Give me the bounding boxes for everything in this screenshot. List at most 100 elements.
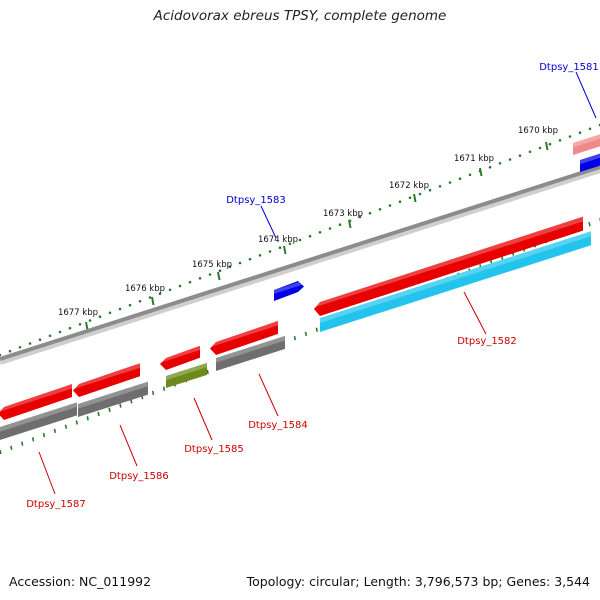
minor-tick — [288, 242, 292, 246]
genome-summary-text: Topology: circular; Length: 3,796,573 bp… — [246, 574, 590, 589]
gene-block-olive-1585 — [166, 362, 207, 388]
minor-tick — [78, 323, 82, 326]
minor-tick — [178, 284, 182, 288]
minor-tick — [448, 181, 452, 184]
gene-block-pink — [573, 134, 600, 155]
minor-tick — [42, 432, 46, 438]
minor-tick — [408, 196, 412, 200]
minor-tick — [88, 319, 92, 322]
gene-block-dtpsy-1586 — [73, 363, 140, 397]
minor-tick — [151, 390, 155, 396]
minor-tick — [138, 300, 142, 303]
gene-label-dtpsy-1583[interactable]: Dtpsy_1583 — [226, 195, 286, 206]
minor-tick — [228, 265, 232, 269]
minor-tick — [188, 280, 192, 284]
minor-tick — [458, 177, 462, 180]
minor-tick — [298, 238, 302, 242]
minor-tick — [97, 411, 100, 417]
leader-line — [193, 397, 213, 441]
leader-line — [38, 451, 56, 495]
gene-block-cyan-1582 — [320, 231, 591, 332]
minor-tick — [318, 231, 322, 234]
gene-label-dtpsy-1584[interactable]: Dtpsy_1584 — [248, 420, 308, 431]
minor-tick — [398, 200, 402, 203]
minor-tick — [108, 311, 112, 315]
kbp-tick-label: 1677 kbp — [58, 308, 98, 318]
minor-tick — [588, 222, 591, 227]
gene-block-dtpsy-1585-top — [160, 345, 200, 370]
leader-line — [258, 373, 279, 417]
minor-tick — [308, 234, 312, 238]
minor-tick — [8, 349, 12, 353]
gene-block-dtpsy-1582 — [314, 216, 583, 316]
minor-tick — [538, 146, 542, 150]
minor-tick — [68, 326, 72, 330]
leader-line — [260, 205, 277, 239]
minor-tick — [208, 273, 212, 276]
kbp-tick-label: 1674 kbp — [258, 235, 298, 245]
minor-tick — [558, 139, 562, 142]
gene-label-dtpsy-1587[interactable]: Dtpsy_1587 — [26, 499, 86, 510]
kbp-tick-label: 1675 kbp — [192, 260, 232, 270]
accession-text: Accession: NC_011992 — [9, 574, 152, 589]
kbp-tick-label: 1676 kbp — [125, 284, 165, 294]
minor-tick — [18, 346, 22, 349]
minor-tick — [130, 399, 133, 404]
minor-tick — [21, 441, 24, 446]
label-leader-lines — [38, 71, 597, 495]
minor-tick — [53, 428, 57, 434]
major-tick — [479, 167, 483, 177]
minor-tick — [578, 131, 582, 134]
minor-tick — [198, 277, 202, 280]
minor-tick — [304, 331, 308, 337]
gene-block-gray-1586 — [78, 381, 148, 417]
kbp-tick-label: 1672 kbp — [389, 181, 429, 191]
kbp-tick-label: 1671 kbp — [454, 154, 494, 164]
minor-tick — [338, 223, 342, 226]
minor-tick — [118, 307, 122, 311]
gene-label-dtpsy-1585[interactable]: Dtpsy_1585 — [184, 444, 244, 455]
minor-tick — [128, 303, 132, 307]
minor-tick — [148, 296, 152, 299]
gene-label-dtpsy-1586[interactable]: Dtpsy_1586 — [109, 471, 169, 482]
minor-tick — [238, 261, 242, 265]
gene-block-dtpsy-1583 — [274, 281, 304, 301]
minor-tick — [75, 420, 78, 425]
minor-tick — [206, 369, 209, 375]
minor-tick — [0, 449, 2, 455]
minor-tick — [108, 407, 111, 412]
leader-line — [463, 291, 487, 335]
minor-tick — [58, 330, 62, 334]
minor-tick — [268, 250, 272, 253]
minor-tick — [518, 154, 522, 157]
minor-tick — [86, 416, 89, 421]
minor-tick — [488, 165, 492, 169]
gene-block-dtpsy-1584 — [210, 320, 278, 355]
minor-tick — [468, 173, 472, 177]
minor-tick — [388, 204, 392, 207]
minor-tick — [0, 353, 2, 357]
minor-tick — [31, 437, 35, 442]
minor-tick — [498, 162, 502, 165]
minor-tick — [218, 269, 222, 273]
gene-label-dtpsy-1581[interactable]: Dtpsy_1581 — [539, 62, 599, 73]
major-tick — [217, 271, 221, 281]
minor-tick — [10, 445, 13, 450]
minor-tick — [508, 158, 512, 161]
minor-tick — [368, 211, 372, 215]
major-tick — [151, 296, 155, 306]
minor-tick — [528, 150, 532, 154]
tick-labels: 1670 kbp 1671 kbp 1672 kbp 1673 kbp 1674 kbp… — [58, 126, 558, 318]
major-tick — [85, 321, 89, 331]
gene-block-gray-1584 — [216, 335, 285, 371]
major-tick — [413, 193, 417, 203]
map-title: Acidovorax ebreus TPSY, complete genome — [153, 8, 447, 24]
minor-tick — [293, 335, 297, 341]
minor-tick — [438, 185, 442, 188]
minor-tick — [315, 327, 318, 332]
minor-tick — [28, 342, 32, 345]
minor-tick — [588, 127, 592, 131]
gene-label-dtpsy-1582[interactable]: Dtpsy_1582 — [457, 336, 517, 347]
leader-line — [119, 424, 138, 467]
gene-features — [0, 134, 600, 440]
